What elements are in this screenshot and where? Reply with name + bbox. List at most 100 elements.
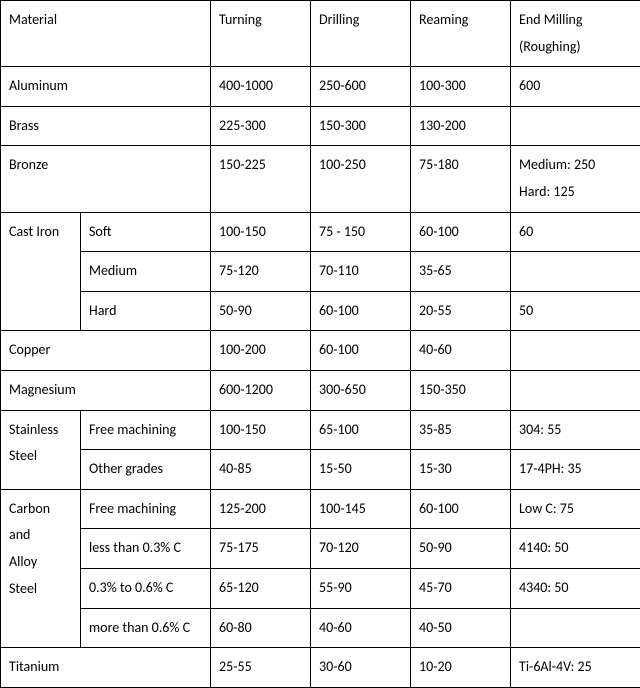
value-cell: 55-90 xyxy=(311,568,411,608)
material-line: Alloy xyxy=(9,553,37,570)
value-cell: 50 xyxy=(511,291,640,331)
value-cell: 15-30 xyxy=(411,450,511,490)
subtype-cell: Hard xyxy=(81,291,211,331)
value-cell: 60-100 xyxy=(311,291,411,331)
subtype-cell: Medium xyxy=(81,252,211,292)
value-cell: 75-180 xyxy=(411,146,511,212)
table-row: 0.3% to 0.6% C 65-120 55-90 45-70 4340: … xyxy=(1,568,640,608)
value-cell: 300-650 xyxy=(311,370,411,410)
value-cell: 304: 55 xyxy=(511,410,640,450)
value-cell: 40-50 xyxy=(411,608,511,648)
value-cell: 35-85 xyxy=(411,410,511,450)
end-milling-line: Medium: 250 xyxy=(519,156,595,173)
table-row: less than 0.3% C 75-175 70-120 50-90 414… xyxy=(1,529,640,569)
table-row: Stainless Steel Free machining 100-150 6… xyxy=(1,410,640,450)
value-cell: Ti-6Al-4V: 25 xyxy=(511,648,640,688)
value-cell: 100-150 xyxy=(211,410,311,450)
header-end-milling-l1: End Milling xyxy=(519,11,582,28)
material-cell: Carbon and Alloy Steel xyxy=(1,489,81,647)
value-cell: 50-90 xyxy=(211,291,311,331)
value-cell: 100-145 xyxy=(311,489,411,529)
value-cell: 60-100 xyxy=(311,331,411,371)
value-cell: 75-175 xyxy=(211,529,311,569)
value-cell: 65-120 xyxy=(211,568,311,608)
value-cell: 40-60 xyxy=(411,331,511,371)
header-turning: Turning xyxy=(211,1,311,67)
value-cell: 60-100 xyxy=(411,489,511,529)
subtype-cell: Free machining xyxy=(81,489,211,529)
header-end-milling: End Milling (Roughing) xyxy=(511,1,640,67)
value-cell: 100-150 xyxy=(211,212,311,252)
value-cell: 4140: 50 xyxy=(511,529,640,569)
header-end-milling-l2: (Roughing) xyxy=(519,38,581,55)
value-cell: 130-200 xyxy=(411,106,511,146)
value-cell: 4340: 50 xyxy=(511,568,640,608)
value-cell: 70-110 xyxy=(311,252,411,292)
value-cell: 100-250 xyxy=(311,146,411,212)
material-cell: Copper xyxy=(1,331,211,371)
value-cell xyxy=(511,331,640,371)
material-cell: Stainless Steel xyxy=(1,410,81,489)
value-cell: 150-225 xyxy=(211,146,311,212)
header-reaming: Reaming xyxy=(411,1,511,67)
table-row: Copper 100-200 60-100 40-60 xyxy=(1,331,640,371)
table-row: Brass 225-300 150-300 130-200 xyxy=(1,106,640,146)
value-cell: 65-100 xyxy=(311,410,411,450)
value-cell: 25-55 xyxy=(211,648,311,688)
material-line: Stainless xyxy=(9,421,58,438)
material-cell: Aluminum xyxy=(1,67,211,107)
table-header-row: Material Turning Drilling Reaming End Mi… xyxy=(1,1,640,67)
material-line: Steel xyxy=(9,580,37,597)
table-row: Magnesium 600-1200 300-650 150-350 xyxy=(1,370,640,410)
value-cell: 100-200 xyxy=(211,331,311,371)
machining-speeds-table: Material Turning Drilling Reaming End Mi… xyxy=(0,0,640,688)
table-row: Medium 75-120 70-110 35-65 xyxy=(1,252,640,292)
value-cell: 10-20 xyxy=(411,648,511,688)
value-cell: 40-60 xyxy=(311,608,411,648)
value-cell: Low C: 75 xyxy=(511,489,640,529)
value-cell: 20-55 xyxy=(411,291,511,331)
value-cell xyxy=(511,252,640,292)
header-drilling: Drilling xyxy=(311,1,411,67)
table-row: Cast Iron Soft 100-150 75 - 150 60-100 6… xyxy=(1,212,640,252)
value-cell xyxy=(511,370,640,410)
subtype-cell: less than 0.3% C xyxy=(81,529,211,569)
value-cell: 60-80 xyxy=(211,608,311,648)
value-cell: 75-120 xyxy=(211,252,311,292)
value-cell: 70-120 xyxy=(311,529,411,569)
value-cell: 40-85 xyxy=(211,450,311,490)
material-line: Carbon xyxy=(9,500,50,517)
machining-speeds-table-container: Material Turning Drilling Reaming End Mi… xyxy=(0,0,640,688)
subtype-cell: 0.3% to 0.6% C xyxy=(81,568,211,608)
value-cell: 125-200 xyxy=(211,489,311,529)
value-cell: 60-100 xyxy=(411,212,511,252)
value-cell: 400-1000 xyxy=(211,67,311,107)
end-milling-line: Hard: 125 xyxy=(519,183,575,200)
table-row: Aluminum 400-1000 250-600 100-300 600 xyxy=(1,67,640,107)
material-cell: Bronze xyxy=(1,146,211,212)
table-row: Titanium 25-55 30-60 10-20 Ti-6Al-4V: 25 xyxy=(1,648,640,688)
material-line: Steel xyxy=(9,447,37,464)
value-cell: 100-300 xyxy=(411,67,511,107)
subtype-cell: more than 0.6% C xyxy=(81,608,211,648)
table-row: Bronze 150-225 100-250 75-180 Medium: 25… xyxy=(1,146,640,212)
value-cell: 35-65 xyxy=(411,252,511,292)
table-row: Hard 50-90 60-100 20-55 50 xyxy=(1,291,640,331)
value-cell: 60 xyxy=(511,212,640,252)
table-row: Carbon and Alloy Steel Free machining 12… xyxy=(1,489,640,529)
material-cell: Brass xyxy=(1,106,211,146)
value-cell: Medium: 250 Hard: 125 xyxy=(511,146,640,212)
value-cell: 250-600 xyxy=(311,67,411,107)
value-cell: 50-90 xyxy=(411,529,511,569)
material-cell: Magnesium xyxy=(1,370,211,410)
value-cell: 600 xyxy=(511,67,640,107)
value-cell: 150-350 xyxy=(411,370,511,410)
table-row: more than 0.6% C 60-80 40-60 40-50 xyxy=(1,608,640,648)
value-cell: 150-300 xyxy=(311,106,411,146)
value-cell: 75 - 150 xyxy=(311,212,411,252)
value-cell: 17-4PH: 35 xyxy=(511,450,640,490)
value-cell: 30-60 xyxy=(311,648,411,688)
header-material: Material xyxy=(1,1,211,67)
material-line: and xyxy=(9,526,30,543)
value-cell: 600-1200 xyxy=(211,370,311,410)
